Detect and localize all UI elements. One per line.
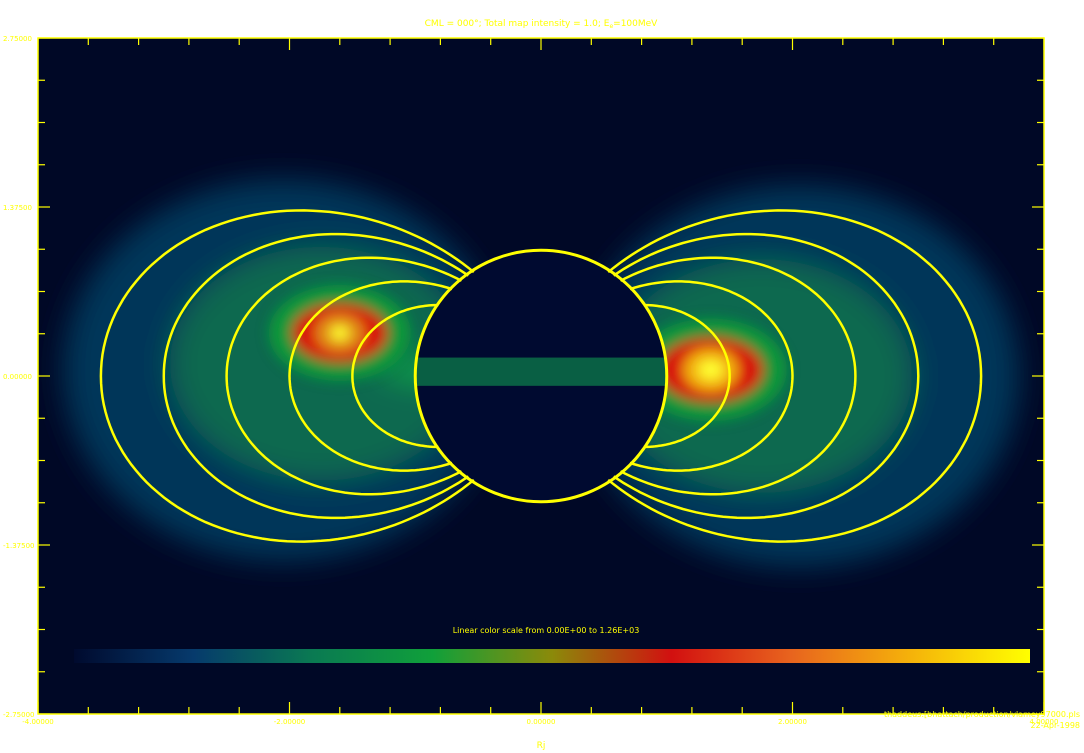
field-line-L2.5-west [225, 256, 463, 496]
x-tick-label: 2.00000 [778, 718, 807, 726]
y-tick-label: 0.00000 [3, 373, 32, 381]
y-tick-label: 1.37500 [3, 204, 32, 212]
magnetic-field-lines [99, 209, 983, 543]
planet-band [415, 357, 667, 386]
x-tick-label: -2.00000 [274, 718, 305, 726]
hotspot-core-1 [698, 360, 724, 380]
field-line-L2.5-east [619, 256, 857, 496]
axis-tick-labels: -4.00000 -2.00000 0.00000 2.00000 4.00000 -2.… [3, 35, 1058, 726]
x-tick-label: 4.00000 [1030, 718, 1059, 726]
y-tick-label: -1.37500 [3, 542, 34, 550]
chart-title: CML = 000°; Total map intensity = 1.0; E… [425, 19, 659, 30]
colorbar [74, 649, 1030, 663]
field-line-L2-east [629, 280, 794, 472]
credit-path: thaddeus:[bhattach/production/vlamey9700… [884, 710, 1080, 719]
y-tick-label: -2.75000 [3, 711, 34, 719]
field-line-L3-east [612, 232, 920, 520]
field-line-L1.5-west [351, 303, 439, 449]
colorbar-label: Linear color scale from 0.00E+00 to 1.26… [453, 626, 640, 635]
y-tick-label: 2.75000 [3, 35, 32, 43]
hotspot-core-0 [330, 325, 350, 341]
planet-disk [413, 248, 669, 504]
axis-ticks [37, 37, 1045, 715]
field-line-L3-west [162, 232, 470, 520]
credit-date: 22-Apr-1998 [1031, 721, 1080, 730]
x-tick-label: -4.00000 [22, 718, 53, 726]
x-axis-label: Rj [537, 741, 546, 751]
field-line-L3.5-west [99, 209, 475, 543]
field-line-L3.5-east [607, 209, 983, 543]
field-line-L1.5-east [643, 303, 731, 449]
field-line-L2-west [288, 280, 453, 472]
emission-hotspots [268, 285, 787, 422]
x-tick-label: 0.00000 [527, 718, 556, 726]
